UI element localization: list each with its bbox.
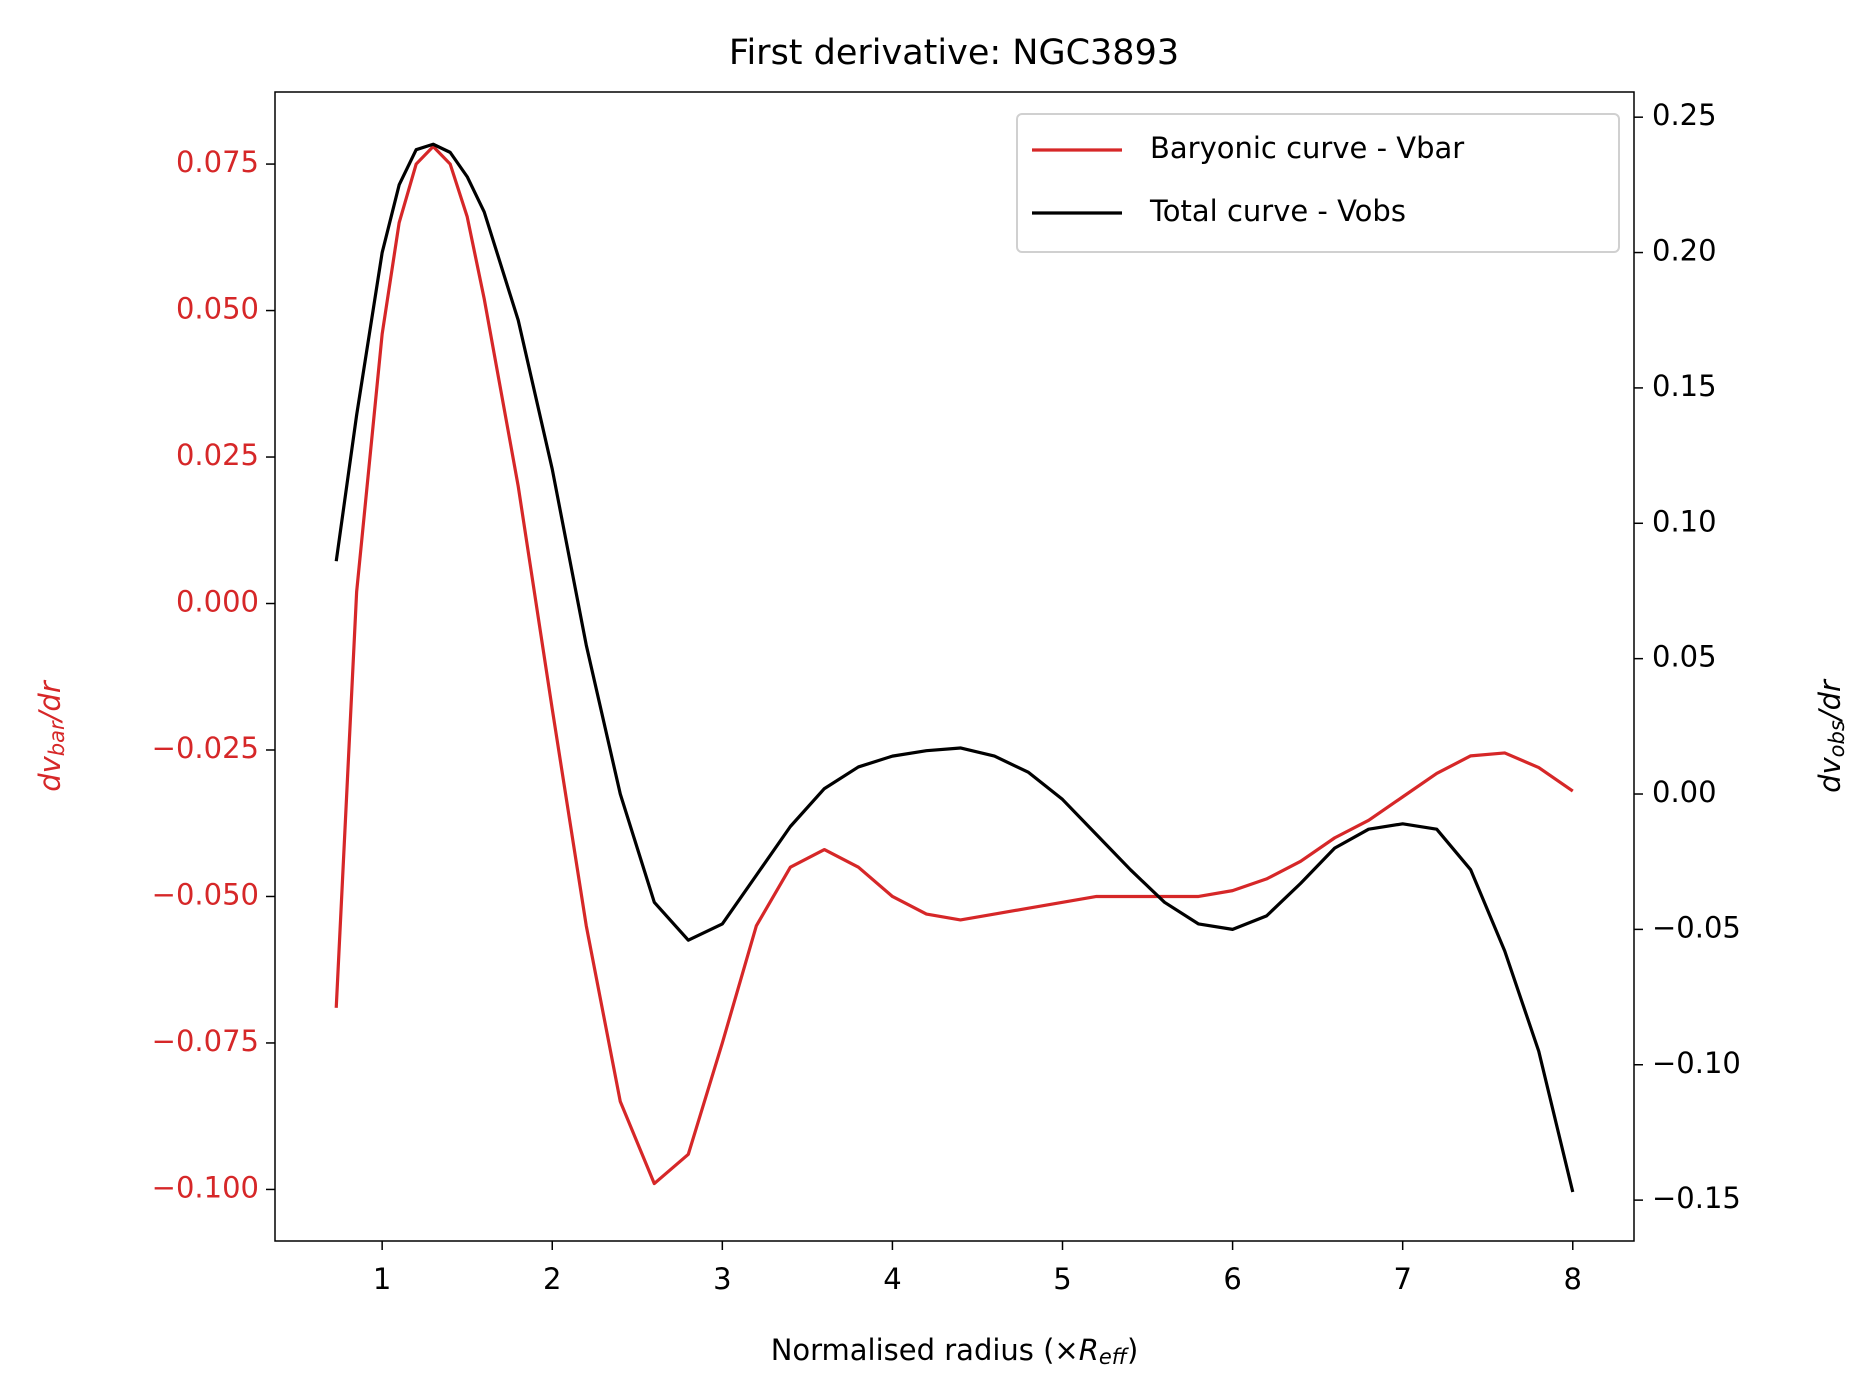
y-tick-label: 0.025 — [176, 438, 259, 472]
y2-tick-label: 0.10 — [1652, 504, 1717, 538]
x-tick-label: 8 — [1564, 1262, 1582, 1296]
y2-axis-label-part: obs — [1825, 720, 1849, 757]
x-tick-label: 4 — [883, 1262, 901, 1296]
x-axis-label-part: Normalised radius (× — [771, 1333, 1079, 1367]
x-tick-label: 2 — [543, 1262, 561, 1296]
y2-tick-label: 0.15 — [1652, 369, 1717, 403]
y-tick-label: −0.050 — [152, 877, 259, 911]
y2-axis-label-part: /dr — [1813, 678, 1847, 723]
legend-label: Baryonic curve - Vbar — [1150, 131, 1464, 165]
y2-tick-label: −0.15 — [1652, 1181, 1741, 1215]
x-axis-label: Normalised radius (×Reff) — [771, 1333, 1139, 1369]
x-tick-label: 3 — [713, 1262, 731, 1296]
y-tick-label: −0.075 — [152, 1024, 259, 1058]
y-tick-label: −0.025 — [152, 731, 259, 765]
x-tick-label: 1 — [373, 1262, 391, 1296]
x-tick-label: 7 — [1393, 1262, 1411, 1296]
y2-tick-label: −0.05 — [1652, 910, 1741, 944]
y2-tick-label: 0.25 — [1652, 98, 1717, 132]
x-axis-label-part: R — [1079, 1333, 1099, 1367]
y-tick-label: −0.100 — [152, 1170, 259, 1204]
legend-label: Total curve - Vobs — [1149, 194, 1406, 228]
y-axis-label: dvbar/dr — [33, 679, 69, 792]
y-tick-label: 0.050 — [176, 292, 259, 326]
x-axis-label-part: eff — [1099, 1345, 1130, 1369]
y2-tick-label: 0.20 — [1652, 234, 1717, 268]
y2-tick-label: −0.10 — [1652, 1046, 1741, 1080]
chart-title: First derivative: NGC3893 — [729, 33, 1179, 73]
y2-axis-label-part: dv — [1813, 756, 1847, 792]
y-axis-label-part: dv — [33, 755, 67, 791]
plot-frame — [274, 91, 1635, 1242]
y2-axis-label: dvobs/dr — [1813, 678, 1849, 793]
y-tick-label: 0.075 — [176, 145, 259, 179]
y2-tick-label: 0.05 — [1652, 640, 1717, 674]
y-axis-label-part: /dr — [33, 679, 67, 724]
series-line — [334, 142, 1575, 1193]
y-tick-label: 0.000 — [176, 585, 259, 619]
y-axis-label-part: bar — [45, 720, 69, 756]
x-tick-label: 5 — [1053, 1262, 1071, 1296]
x-axis-label-part: ) — [1127, 1333, 1138, 1367]
series-line — [334, 144, 1574, 1186]
y2-tick-label: 0.00 — [1652, 775, 1717, 809]
legend-box — [1016, 113, 1620, 253]
x-tick-label: 6 — [1223, 1262, 1241, 1296]
